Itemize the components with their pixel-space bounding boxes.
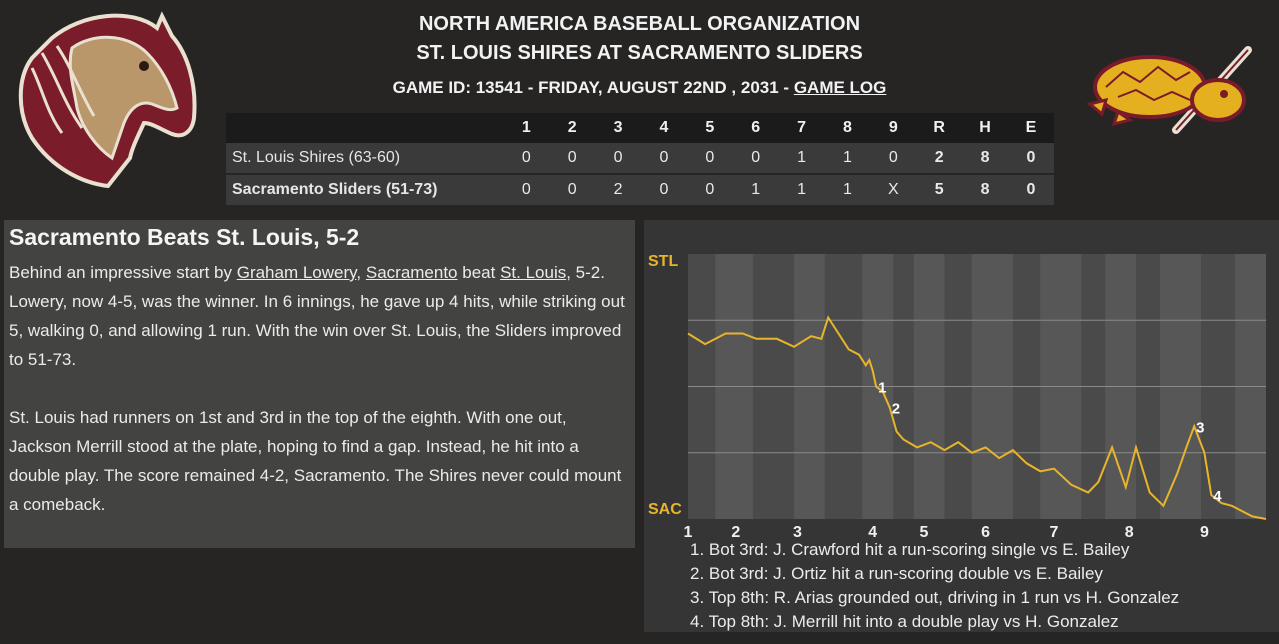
team-name: Sacramento Sliders (51-73): [232, 181, 438, 198]
x-tick-label: 1: [684, 524, 693, 538]
recap-body: Behind an impressive start by Graham Low…: [9, 258, 629, 548]
turtle-with-bat-icon: [1086, 46, 1252, 134]
errors-header: E: [1025, 119, 1037, 136]
recap-text: Behind an impressive start by: [9, 263, 237, 282]
x-tick-label: 7: [1049, 524, 1058, 538]
inning-score: 0: [613, 149, 623, 166]
inning-header: 2: [567, 119, 577, 136]
game-info-text: GAME ID: 13541 - FRIDAY, AUGUST 22ND , 2…: [392, 78, 794, 97]
inning-score: 0: [659, 181, 669, 198]
inning-score: 1: [797, 149, 807, 166]
inning-header: 7: [797, 119, 807, 136]
organization-title: NORTH AMERICA BASEBALL ORGANIZATION: [418, 13, 861, 35]
matchup-title: ST. LOUIS SHIRES AT SACRAMENTO SLIDERS: [416, 42, 863, 64]
hits-header: H: [979, 119, 991, 136]
inning-score: X: [887, 181, 899, 198]
inning-header: 3: [613, 119, 623, 136]
hits-total: 8: [980, 181, 990, 198]
inning-header: 5: [705, 119, 715, 136]
team-column-header: [226, 113, 503, 143]
inning-score: 0: [705, 181, 715, 198]
inning-score: 0: [521, 149, 531, 166]
key-play-note: 3. Top 8th: R. Arias grounded out, drivi…: [690, 588, 1180, 607]
runs-header: R: [933, 119, 945, 136]
inning-score: 1: [842, 149, 852, 166]
linescore-table: 1 2 3 4 5 6 7 8 9 R H E St. Louis Shires…: [226, 113, 1054, 207]
home-team-logo: [1086, 46, 1252, 134]
inning-header: 1: [521, 119, 531, 136]
runs-total: 2: [934, 149, 944, 166]
away-team-logo: [18, 11, 197, 188]
key-play-note: 2. Bot 3rd: J. Ortiz hit a run-scoring d…: [690, 564, 1103, 583]
inning-score: 0: [888, 149, 898, 166]
hits-total: 8: [980, 149, 990, 166]
inning-score: 0: [567, 149, 577, 166]
errors-total: 0: [1026, 149, 1036, 166]
y-bottom-label: SAC: [648, 501, 682, 518]
key-play-marker: 4: [1213, 488, 1222, 505]
game-log-link[interactable]: GAME LOG: [793, 78, 887, 97]
inning-score: 1: [751, 181, 761, 198]
key-play-marker: 2: [892, 401, 900, 418]
game-info-line: GAME ID: 13541 - FRIDAY, AUGUST 22ND , 2…: [0, 78, 1279, 98]
win-probability-panel: STL SAC 1 2 3 4 5 6 7 8 9 1 2 3 4 1. Bot 3rd: J. Crawf…: [644, 220, 1279, 632]
inning-score: 0: [705, 149, 715, 166]
key-play-marker: 1: [878, 380, 886, 397]
inning-score: 0: [567, 181, 577, 198]
inning-score: 1: [842, 181, 852, 198]
horse-head-icon: [18, 11, 197, 188]
inning-score: 0: [521, 181, 531, 198]
x-tick-label: 8: [1125, 524, 1134, 538]
player-link-graham-lowery[interactable]: Graham Lowery: [236, 263, 357, 282]
team-link-st-louis[interactable]: St. Louis: [500, 263, 567, 282]
away-team-row: St. Louis Shires (63-60) 0 0 0 0 0 0 1 1…: [226, 143, 1054, 174]
key-play-note: 4. Top 8th: J. Merrill hit into a double…: [690, 612, 1119, 631]
inning-score: 0: [751, 149, 761, 166]
errors-total: 0: [1026, 181, 1036, 198]
x-tick-label: 6: [981, 524, 990, 538]
recap-text: beat: [457, 263, 501, 282]
recap-text: ,: [356, 263, 366, 282]
recap-paragraph: St. Louis had runners on 1st and 3rd in …: [9, 408, 622, 514]
key-play-marker: 3: [1196, 419, 1204, 436]
inning-score: 0: [659, 149, 669, 166]
inning-score: 1: [797, 181, 807, 198]
key-plays-list: 1. Bot 3rd: J. Crawford hit a run-scorin…: [690, 538, 1179, 634]
x-tick-label: 4: [868, 524, 877, 538]
team-name: St. Louis Shires (63-60): [232, 149, 401, 166]
runs-total: 5: [934, 181, 944, 198]
game-recap-panel: Sacramento Beats St. Louis, 5-2 Behind a…: [4, 220, 635, 548]
win-probability-line: [687, 315, 1267, 520]
x-tick-label: 3: [793, 524, 802, 538]
inning-header: 6: [751, 119, 761, 136]
key-play-note: 1. Bot 3rd: J. Crawford hit a run-scorin…: [690, 540, 1130, 559]
inning-header: 8: [842, 119, 852, 136]
recap-paragraph: Behind an impressive start by Graham Low…: [9, 258, 629, 374]
inning-score: 2: [613, 181, 623, 198]
linescore-header-row: 1 2 3 4 5 6 7 8 9 R H E: [226, 113, 1054, 143]
x-tick-label: 2: [731, 524, 740, 538]
x-tick-label: 9: [1200, 524, 1209, 538]
home-team-row: Sacramento Sliders (51-73) 0 0 2 0 0 1 1…: [226, 174, 1054, 206]
team-link-sacramento[interactable]: Sacramento: [365, 263, 458, 282]
game-header: NORTH AMERICA BASEBALL ORGANIZATION ST. …: [0, 10, 1279, 98]
recap-headline: Sacramento Beats St. Louis, 5-2: [9, 224, 360, 250]
recap-text: , 5-2. Lowery, now 4-5, was the winner. …: [9, 263, 625, 369]
inning-header: 4: [659, 119, 669, 136]
inning-header: 9: [888, 119, 898, 136]
x-tick-label: 5: [920, 524, 929, 538]
y-top-label: STL: [648, 253, 678, 270]
